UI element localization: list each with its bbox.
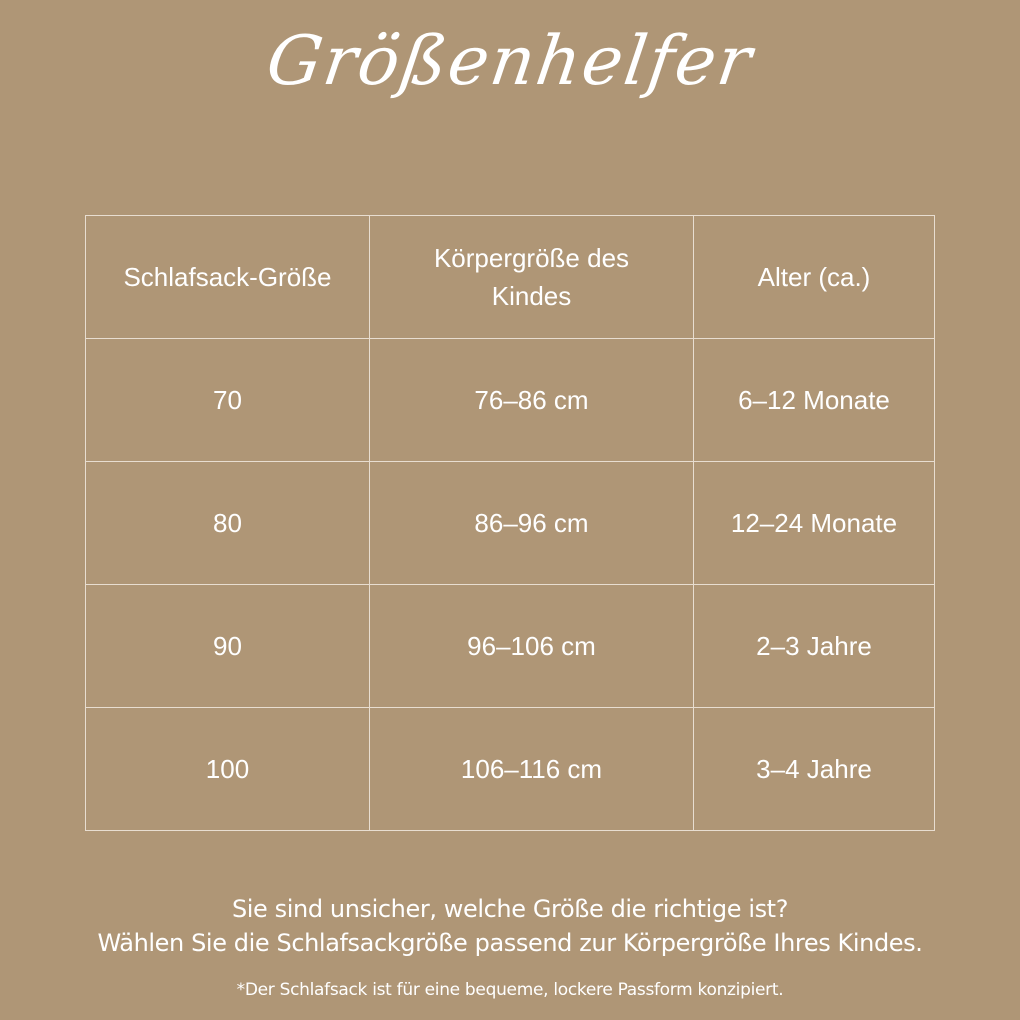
header-size: Schlafsack-Größe (85, 215, 370, 339)
page-title: Größenhelfer (261, 22, 759, 101)
cell-age: 2–3 Jahre (693, 584, 935, 708)
help-note: Sie sind unsicher, welche Größe die rich… (0, 892, 1020, 960)
size-table: Schlafsack-Größe Körpergröße des Kindes … (85, 215, 935, 831)
cell-height: 106–116 cm (369, 707, 694, 831)
table-row: 80 86–96 cm 12–24 Monate (85, 461, 935, 585)
help-note-line2: Wählen Sie die Schlafsackgröße passend z… (97, 929, 923, 957)
cell-age: 3–4 Jahre (693, 707, 935, 831)
cell-size: 90 (85, 584, 370, 708)
cell-size: 100 (85, 707, 370, 831)
cell-size: 70 (85, 338, 370, 462)
footnote: *Der Schlafsack ist für eine bequeme, lo… (236, 980, 784, 1000)
help-note-line1: Sie sind unsicher, welche Größe die rich… (231, 895, 789, 923)
header-age: Alter (ca.) (693, 215, 935, 339)
cell-size: 80 (85, 461, 370, 585)
table-row: 100 106–116 cm 3–4 Jahre (85, 707, 935, 831)
table-row: 70 76–86 cm 6–12 Monate (85, 338, 935, 462)
cell-age: 12–24 Monate (693, 461, 935, 585)
cell-height: 96–106 cm (369, 584, 694, 708)
cell-age: 6–12 Monate (693, 338, 935, 462)
header-height: Körpergröße des Kindes (369, 215, 694, 339)
table-header-row: Schlafsack-Größe Körpergröße des Kindes … (85, 215, 935, 339)
cell-height: 76–86 cm (369, 338, 694, 462)
table-row: 90 96–106 cm 2–3 Jahre (85, 584, 935, 708)
cell-height: 86–96 cm (369, 461, 694, 585)
